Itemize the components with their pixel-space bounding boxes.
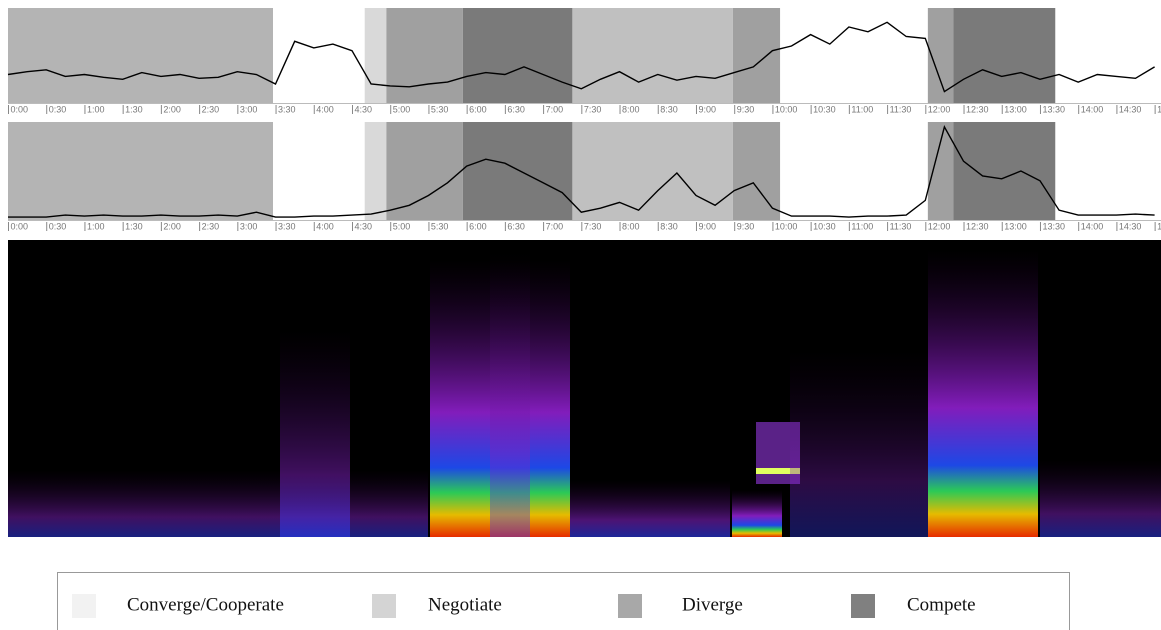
line-chart: 0:00 0:30 1:00 1:30 2:00 2:30 3:00 3:30 4:00 4:30… bbox=[8, 122, 1161, 231]
phase-region bbox=[953, 122, 1055, 220]
x-tick-label: 8:00 bbox=[622, 104, 640, 114]
x-tick-label: 4:30 bbox=[354, 104, 372, 114]
legend-label: Negotiate bbox=[428, 594, 502, 615]
x-tick-label: 8:00 bbox=[622, 221, 640, 231]
x-tick-label: 10:00 bbox=[775, 104, 798, 114]
phase-region bbox=[386, 8, 462, 103]
phase-region bbox=[386, 122, 462, 220]
x-tick-label: 6:30 bbox=[507, 221, 525, 231]
x-tick-label: 7:00 bbox=[546, 104, 564, 114]
x-tick-label: 13:30 bbox=[1042, 221, 1065, 231]
legend-label: Compete bbox=[907, 594, 976, 615]
x-tick-label: 5:30 bbox=[431, 221, 449, 231]
x-tick-label: 3:00 bbox=[240, 221, 258, 231]
x-tick-label: 11:30 bbox=[890, 104, 912, 114]
x-tick-label: 11:30 bbox=[890, 221, 912, 231]
x-tick-label: 9:00 bbox=[698, 221, 716, 231]
x-tick-label: 10:30 bbox=[813, 221, 836, 231]
phase-region bbox=[365, 8, 387, 103]
spectrogram bbox=[8, 240, 1161, 537]
figure: Converge/Cooperate Negotiate Diverge Compet… bbox=[0, 0, 1161, 630]
page: Converge/Cooperate Negotiate Diverge Compet… bbox=[0, 0, 1161, 630]
x-tick-label: 11:00 bbox=[851, 104, 873, 114]
x-tick-label: 3:30 bbox=[278, 104, 296, 114]
x-tick-label: 5:30 bbox=[431, 104, 449, 114]
x-tick-label: 0:00 bbox=[11, 221, 29, 231]
x-tick-label: 14:30 bbox=[1119, 104, 1142, 114]
x-tick-label: 9:30 bbox=[737, 221, 755, 231]
x-tick-label: 1:30 bbox=[125, 104, 143, 114]
phase-region bbox=[572, 122, 733, 220]
x-tick-label: 10:30 bbox=[813, 104, 836, 114]
x-tick-label: 15:00 bbox=[1157, 221, 1161, 231]
phase-region bbox=[572, 8, 733, 103]
x-tick-label: 9:30 bbox=[737, 104, 755, 114]
x-tick-label: 12:00 bbox=[928, 221, 951, 231]
x-tick-label: 8:30 bbox=[660, 104, 678, 114]
x-tick-label: 4:30 bbox=[354, 221, 372, 231]
x-tick-label: 2:00 bbox=[163, 104, 181, 114]
x-tick-label: 12:00 bbox=[928, 104, 951, 114]
x-tick-label: 2:30 bbox=[202, 104, 220, 114]
line-chart: 0:00 0:30 1:00 1:30 2:00 2:30 3:00 3:30 4:00 4:30… bbox=[8, 8, 1161, 114]
x-tick-label: 2:00 bbox=[163, 221, 181, 231]
x-tick-label: 1:00 bbox=[87, 104, 105, 114]
x-tick-label: 6:00 bbox=[469, 104, 487, 114]
legend-swatch bbox=[618, 594, 642, 618]
legend-label: Converge/Cooperate bbox=[127, 594, 284, 615]
x-tick-label: 8:30 bbox=[660, 221, 678, 231]
legend-swatch bbox=[851, 594, 875, 618]
x-tick-label: 15:00 bbox=[1157, 104, 1161, 114]
x-tick-label: 0:00 bbox=[11, 104, 29, 114]
x-tick-label: 0:30 bbox=[49, 221, 67, 231]
x-tick-label: 13:00 bbox=[1004, 104, 1027, 114]
legend-swatch bbox=[372, 594, 396, 618]
x-tick-label: 1:30 bbox=[125, 221, 143, 231]
phase-region bbox=[463, 8, 573, 103]
x-tick-label: 6:30 bbox=[507, 104, 525, 114]
x-tick-label: 7:00 bbox=[546, 221, 564, 231]
x-tick-label: 4:00 bbox=[316, 104, 334, 114]
x-tick-label: 12:30 bbox=[966, 104, 989, 114]
x-tick-label: 7:30 bbox=[584, 221, 602, 231]
x-tick-label: 4:00 bbox=[316, 221, 334, 231]
x-tick-label: 11:00 bbox=[851, 221, 873, 231]
x-tick-label: 14:30 bbox=[1119, 221, 1142, 231]
x-tick-label: 10:00 bbox=[775, 221, 798, 231]
phase-region bbox=[733, 8, 780, 103]
phase-region bbox=[8, 8, 273, 103]
x-tick-label: 3:00 bbox=[240, 104, 258, 114]
x-tick-label: 1:00 bbox=[87, 221, 105, 231]
legend-label: Diverge bbox=[682, 594, 743, 615]
legend: Converge/Cooperate Negotiate Diverge Compet… bbox=[58, 573, 1070, 630]
x-tick-label: 14:00 bbox=[1081, 104, 1104, 114]
x-tick-label: 0:30 bbox=[49, 104, 67, 114]
x-tick-label: 7:30 bbox=[584, 104, 602, 114]
x-tick-label: 12:30 bbox=[966, 221, 989, 231]
x-tick-label: 9:00 bbox=[698, 104, 716, 114]
x-tick-label: 5:00 bbox=[393, 104, 411, 114]
x-tick-label: 14:00 bbox=[1081, 221, 1104, 231]
phase-region bbox=[463, 122, 573, 220]
legend-swatch bbox=[72, 594, 96, 618]
x-tick-label: 6:00 bbox=[469, 221, 487, 231]
phase-region bbox=[8, 122, 273, 220]
phase-region bbox=[953, 8, 1055, 103]
x-tick-label: 13:30 bbox=[1042, 104, 1065, 114]
x-tick-label: 5:00 bbox=[393, 221, 411, 231]
phase-region bbox=[365, 122, 387, 220]
x-tick-label: 3:30 bbox=[278, 221, 296, 231]
phase-region bbox=[733, 122, 780, 220]
x-tick-label: 2:30 bbox=[202, 221, 220, 231]
x-tick-label: 13:00 bbox=[1004, 221, 1027, 231]
